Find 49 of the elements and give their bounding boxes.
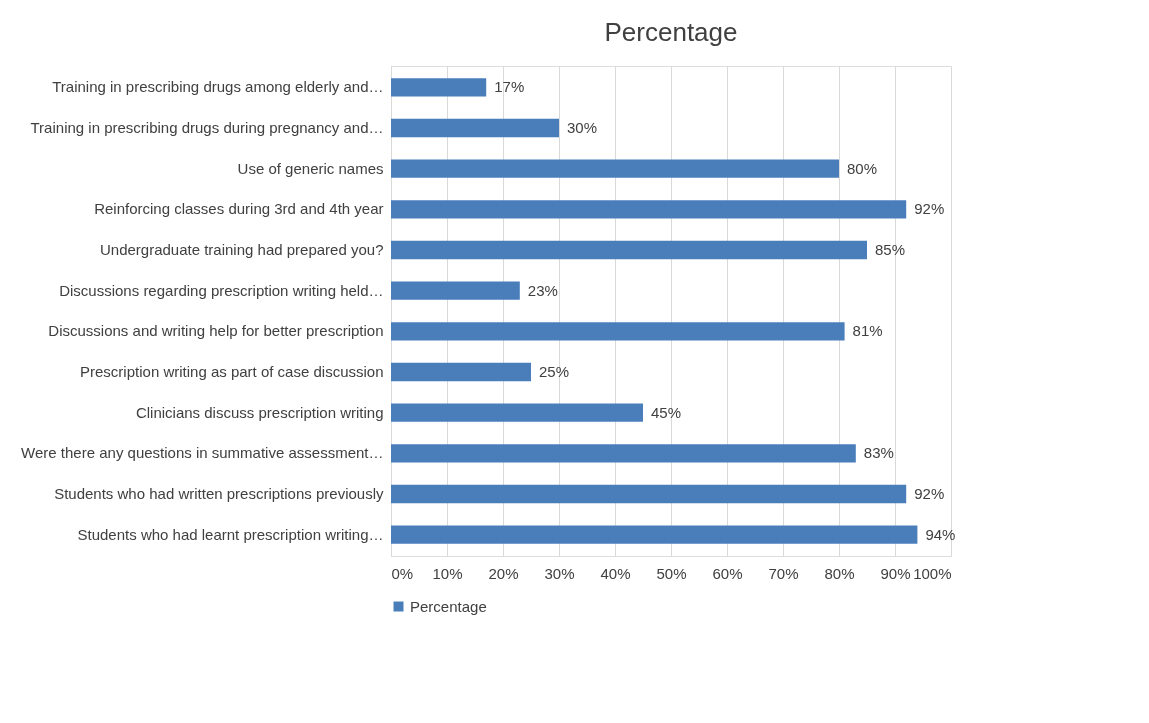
y-tick-label: Training in prescribing drugs among elderly and… [52,78,384,96]
bar [391,78,487,97]
legend-label: Percentage [410,597,487,615]
x-tick-label: 40% [600,564,631,582]
x-tick-label: 10% [432,564,463,582]
x-tick-label: 100% [913,564,952,582]
y-tick-label: Students who had learnt prescription writing… [77,525,384,543]
x-tick-label: 80% [824,564,855,582]
data-label: 80% [847,159,878,177]
data-label: 92% [914,200,945,218]
data-label: 83% [863,444,894,462]
bar [391,403,643,422]
bar [391,362,531,382]
chart-title: Percentage [604,17,738,47]
x-tick-label: 60% [712,564,743,582]
y-tick-label: Undergraduate training had prepared you? [99,241,384,258]
y-tick-label: Use of generic names [237,159,384,177]
bar [391,484,907,504]
y-tick-label: Discussions regarding prescription writing held… [59,281,384,299]
y-tick-label: Discussions and writing help for better prescription [48,322,384,340]
data-label: 85% [875,241,906,258]
data-label: 17% [494,78,525,96]
y-tick-label: Prescription writing as part of case discussion [80,363,384,380]
data-label: 81% [852,322,883,340]
bar [391,200,907,219]
x-tick-label: 50% [656,564,687,582]
y-tick-label: Students who had written prescriptions previously [54,484,384,502]
bar [391,444,856,463]
bar [391,240,867,260]
data-label: 25% [539,363,570,380]
bar [391,322,845,341]
data-label: 92% [914,484,945,502]
y-tick-label: Were there any questions in summative assessment… [21,444,384,462]
bar [391,525,918,544]
y-tick-label: Reinforcing classes during 3rd and 4th year [94,200,384,218]
bar [391,281,520,300]
x-tick-label: 90% [880,564,911,582]
data-label: 45% [651,403,682,421]
x-tick-label: 70% [768,564,799,582]
x-tick-label: 20% [488,564,519,582]
x-tick-label: 0% [391,564,414,582]
bar [391,118,559,138]
data-label: 30% [567,119,598,137]
data-label: 23% [527,281,558,299]
data-label: 94% [925,525,956,543]
y-tick-label: Clinicians discuss prescription writing [135,403,384,421]
x-tick-label: 30% [544,564,575,582]
bar [391,159,839,178]
y-tick-label: Training in prescribing drugs during pregnancy and… [30,119,384,137]
